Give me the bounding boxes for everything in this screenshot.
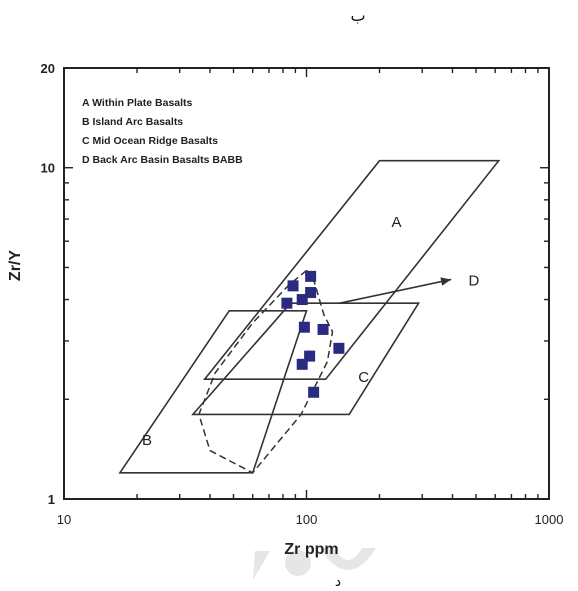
field-b xyxy=(118,309,308,474)
x-axis-title: Zr ppm xyxy=(284,541,338,558)
field-label-b: B xyxy=(142,432,152,449)
field-label-c: C xyxy=(358,369,369,386)
babb-envelope xyxy=(198,269,334,474)
watermark xyxy=(253,548,376,580)
x-tick-label: 10 xyxy=(57,512,71,527)
legend-entry: D Back Arc Basin Basalts BABB xyxy=(82,154,243,166)
field-c xyxy=(191,302,421,416)
axis-labels: Zr ppm Zr/Y xyxy=(7,250,339,558)
sample-point xyxy=(305,270,317,282)
sample-point xyxy=(333,342,345,354)
sample-point xyxy=(317,323,329,335)
legend-entry: A Within Plate Basalts xyxy=(82,97,193,109)
x-tick-label: 1000 xyxy=(535,512,564,527)
babb-arrowhead xyxy=(440,277,452,286)
top-label: ب xyxy=(350,6,366,25)
field-label-a: A xyxy=(391,214,401,231)
sample-point xyxy=(305,287,317,299)
field-label-d: D xyxy=(469,272,480,289)
babb-arrow xyxy=(339,278,452,304)
sample-point xyxy=(296,358,308,370)
legend-entry: B Island Arc Basalts xyxy=(82,116,183,128)
y-tick-label: 10 xyxy=(41,161,55,176)
x-tick-label: 100 xyxy=(296,512,318,527)
sample-point xyxy=(298,321,310,333)
sample-points xyxy=(281,270,345,398)
sample-point xyxy=(308,386,320,398)
sample-point xyxy=(296,294,308,306)
tectonic-fields: A B C D xyxy=(118,159,501,474)
sample-point xyxy=(281,297,293,309)
y-tick-label: 20 xyxy=(41,61,55,76)
legend-entry: C Mid Ocean Ridge Basalts xyxy=(82,135,218,147)
y-tick-label: 1 xyxy=(48,492,55,507)
sample-point xyxy=(304,350,316,362)
sample-point xyxy=(287,280,299,292)
bottom-label: د xyxy=(334,574,342,590)
field-a xyxy=(202,159,501,381)
legend: A Within Plate Basalts B Island Arc Basal… xyxy=(82,97,243,166)
axis-ticks xyxy=(63,67,549,500)
y-axis-title: Zr/Y xyxy=(7,250,24,281)
